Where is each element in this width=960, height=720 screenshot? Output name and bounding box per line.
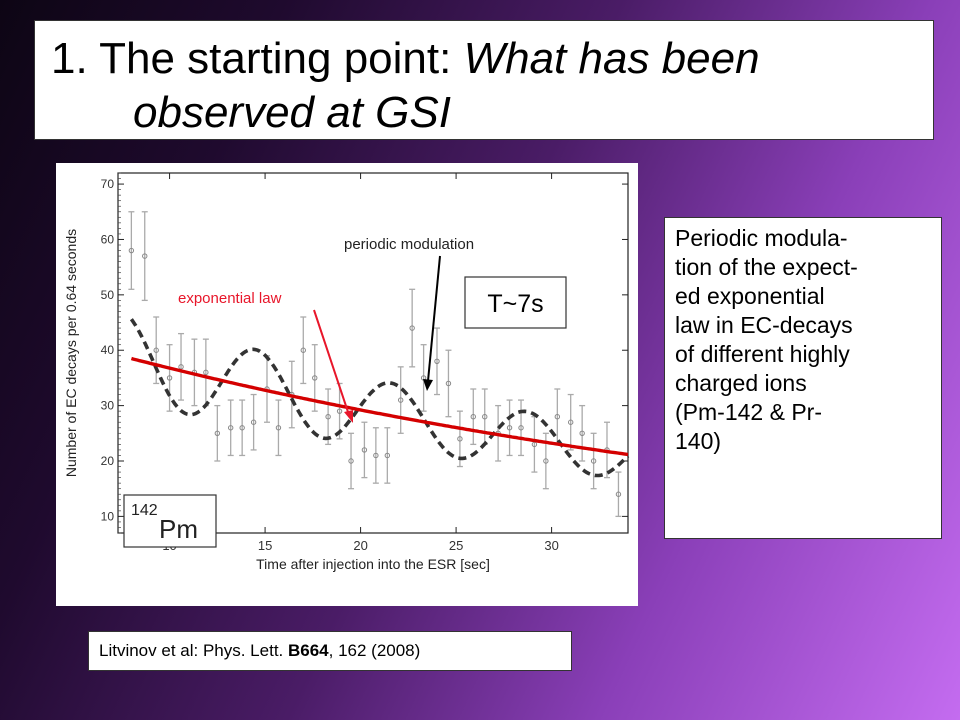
description-line: (Pm-142 & Pr- [675,399,822,425]
data-point [300,347,306,353]
isotope-element: Pm [159,514,198,544]
modulation-arrow-line [427,255,441,382]
title-plain: The starting point: [99,34,452,83]
chart-box: 101520253010203040506070Time after injec… [56,163,638,606]
exponential-arrow-head [344,410,353,423]
data-point [166,375,173,381]
data-point [482,413,488,420]
description-line: charged ions [675,370,807,396]
data-point [373,452,379,459]
description-line: of different highly [675,341,850,367]
x-tick-label: 20 [353,538,367,553]
data-point [153,347,159,353]
isotope-mass-number: 142 [131,502,158,519]
description-line: law in EC-decays [675,312,853,338]
y-tick-label: 30 [101,399,115,413]
data-point [361,447,368,453]
data-point [445,380,452,387]
data-point [567,419,574,425]
citation-volume: B664 [287,641,329,660]
description-box: Periodic modula- tion of the expect- ed … [664,217,942,539]
data-point [397,397,404,403]
data-point [227,425,234,431]
y-tick-label: 50 [101,288,115,302]
exponential-arrow-line [313,309,350,416]
citation-box: Litvinov et al: Phys. Lett. B664, 162 (2… [88,631,572,671]
x-tick-label: 15 [258,538,272,553]
isotope-inset-box [123,494,217,548]
data-point [128,247,135,254]
data-point [250,419,257,425]
x-axis-label: Time after injection into the ESR [sec] [256,556,490,572]
exponential-fit-line [130,356,629,457]
y-axis-label: Number of EC decays per 0.64 seconds [63,229,79,477]
title-line-1: 1. The starting point: What has been [51,37,760,81]
data-point [543,458,549,464]
decay-chart: 101520253010203040506070Time after injec… [63,172,630,572]
data-point [554,413,561,420]
data-point [142,253,148,259]
data-point [384,452,391,459]
description-line: tion of the expect- [675,254,858,280]
data-point [178,364,184,370]
y-tick-label: 40 [101,343,115,357]
data-point [615,491,622,497]
data-point [457,436,463,442]
data-point [579,430,585,437]
citation-prefix: Litvinov et al: Phys. Lett. [99,641,288,660]
y-tick-label: 10 [101,509,115,523]
modulation-fit-line [129,318,630,478]
data-point [214,430,221,437]
y-tick-label: 20 [101,454,115,468]
data-point [336,408,343,414]
description-line: 140) [675,428,722,454]
title-italic-2: observed at GSI [133,88,451,137]
data-point [203,369,209,376]
y-tick-label: 70 [101,177,115,191]
data-point [275,425,282,431]
data-point [409,325,415,331]
data-point [434,358,440,365]
data-point [312,375,318,381]
y-tick-label: 60 [101,232,115,246]
plot-frame [117,172,629,534]
x-tick-label: 30 [544,538,558,553]
citation-suffix: , 162 (2008) [328,641,421,660]
title-line-2: observed at GSI [133,91,451,135]
modulation-arrow-head [423,379,433,391]
data-point [590,458,597,464]
data-point [325,413,331,420]
title-number: 1. [51,34,88,83]
data-point [470,413,476,420]
exponential-law-label: exponential law [178,290,282,307]
description-line: Periodic modula- [675,225,848,251]
period-box [464,276,567,329]
data-point [348,458,354,464]
data-point [506,425,513,431]
data-point [239,425,245,431]
description-line: ed exponential [675,283,825,309]
period-label: T~7s [487,290,543,318]
data-point [518,425,524,431]
title-box: 1. The starting point: What has been obs… [34,20,934,140]
x-tick-label: 25 [449,538,463,553]
title-italic-1: What has been [463,34,760,83]
periodic-modulation-label: periodic modulation [344,236,474,253]
